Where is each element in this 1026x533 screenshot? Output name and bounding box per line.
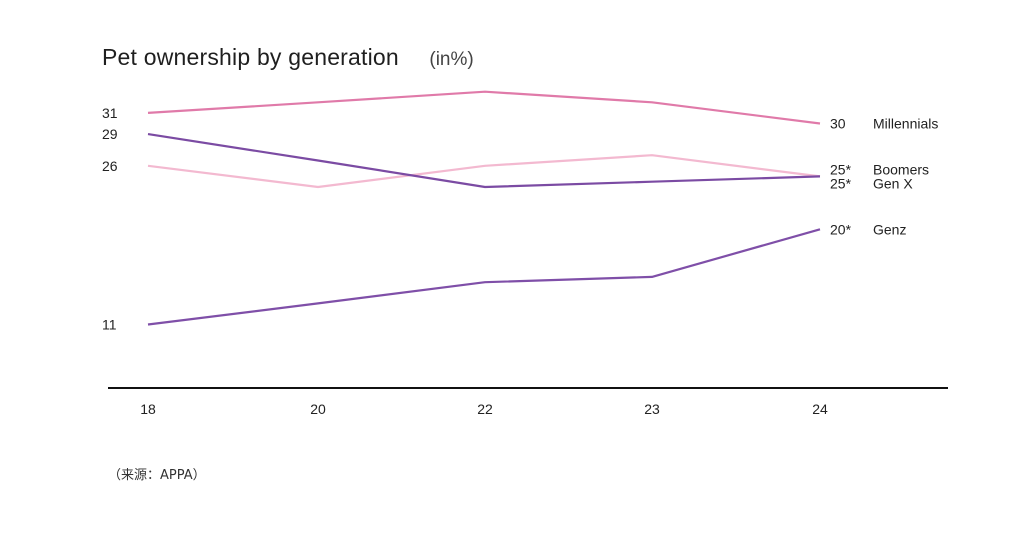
end-label-gen-x: 25*	[830, 175, 852, 191]
series-line-genz	[147, 228, 821, 326]
x-tick-label: 18	[140, 401, 156, 417]
series-line-gen-x	[147, 133, 821, 189]
start-label-genz: 11	[102, 317, 117, 333]
start-label-gen-x: 29	[102, 126, 118, 142]
x-tick-label: 23	[644, 401, 660, 417]
series-line-millennials	[147, 90, 821, 125]
start-label-boomers: 26	[102, 158, 118, 174]
series-name-boomers: Boomers	[873, 161, 929, 177]
end-label-millennials: 30	[830, 116, 846, 132]
end-label-genz: 20*	[830, 221, 852, 237]
x-tick-label: 22	[477, 401, 493, 417]
chart-unit: (in%)	[429, 49, 474, 70]
series-labels: 31 26 29 11 30 Millennials 25* Boomers 25* Gen X 2…	[102, 105, 938, 333]
series-line-boomers	[147, 154, 821, 189]
chart-title: Pet ownership by generation	[102, 44, 399, 70]
series-name-genz: Genz	[873, 221, 906, 237]
x-tick-labels: 18 20 22 23 24	[140, 401, 828, 417]
series-name-millennials: Millennials	[873, 116, 938, 132]
x-tick-label: 24	[812, 401, 828, 417]
start-label-millennials: 31	[102, 105, 118, 121]
series-name-gen-x: Gen X	[873, 175, 913, 191]
end-label-boomers: 25*	[830, 161, 852, 177]
chart-title-row: Pet ownership by generation (in%)	[102, 44, 474, 71]
source-note: （来源：APPA）	[108, 468, 206, 483]
series-lines	[147, 90, 821, 326]
x-tick-label: 20	[310, 401, 326, 417]
